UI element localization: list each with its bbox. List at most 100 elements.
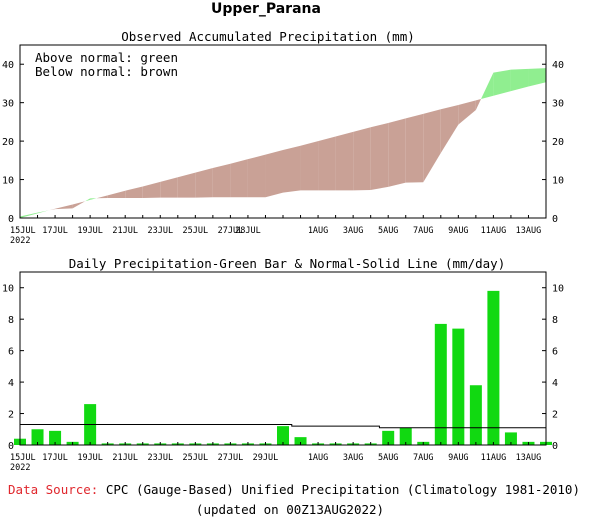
below-normal-area [160,177,178,198]
x-tick-label: 1AUG [308,226,328,236]
below-normal-area [72,201,86,209]
below-normal-area [335,131,354,191]
y-tick-label-right: 40 [552,60,564,71]
y-tick-label-left: 0 [8,441,14,452]
x-tick-label: 25JUL [183,453,209,463]
x-tick-label: 21JUL [112,226,138,236]
below-normal-area [125,186,143,199]
page-title: Upper_Parana [211,1,321,17]
y-tick-label-left: 10 [2,176,14,187]
below-normal-area [370,123,389,190]
y-tick-label-left: 8 [8,315,14,326]
x-tick-label: 1AUG [308,453,328,463]
y-tick-label-right: 0 [552,214,558,225]
daily-year-label: 2022 [10,463,30,473]
x-tick-label: 27JUL [218,453,244,463]
x-tick-label: 9AUG [448,453,468,463]
x-tick-label: 7AUG [413,453,433,463]
y-tick-label-left: 2 [8,410,14,421]
x-tick-label: 17JUL [42,226,68,236]
x-tick-label: 5AUG [378,453,398,463]
y-tick-label-right: 6 [552,347,558,358]
x-tick-label: 15JUL [10,226,36,236]
daily-plot-frame [19,271,547,446]
x-tick-label: 13AUG [516,226,542,236]
above-normal-area [510,68,529,92]
daily-bar [399,427,412,445]
daily-bar [504,432,517,445]
y-tick-label-left: 4 [8,378,14,389]
below-normal-area [265,149,283,198]
x-tick-label: 27JUL [218,226,244,236]
below-normal-area [423,109,441,183]
y-tick-label-left: 40 [2,60,14,71]
x-tick-label: 11AUG [481,453,507,463]
x-tick-label: 3AUG [343,453,363,463]
x-tick-label: 21JUL [112,453,138,463]
accumulated-chart-title: Observed Accumulated Precipitation (mm) [121,29,415,44]
x-tick-label: 5AUG [378,226,398,236]
below-normal-area [195,168,213,198]
below-normal-area [475,99,482,110]
below-normal-area [318,136,336,191]
x-tick-label: 9AUG [448,226,468,236]
above-normal-area [90,198,97,200]
y-tick-label-left: 10 [2,284,14,295]
above-normal-area [85,198,91,202]
daily-bar [487,290,500,445]
x-tick-label: 25JUL [183,226,209,236]
y-tick-label-right: 2 [552,410,558,421]
data-source-line: Data Source: CPC (Gauge-Based) Unified P… [8,482,580,497]
x-tick-label: 19JUL [77,453,103,463]
below-normal-area [440,104,459,154]
below-normal-area [142,181,161,199]
y-tick-label-left: 20 [2,137,14,148]
x-tick-label: 15JUL [10,453,36,463]
y-tick-label-left: 6 [8,347,14,358]
x-tick-label: 13AUG [516,453,542,463]
below-normal-area [405,113,424,183]
daily-bar [294,437,307,445]
below-normal-area [55,204,73,210]
daily-chart-title: Daily Precipitation-Green Bar & Normal-S… [69,256,506,271]
y-tick-label-right: 10 [552,176,564,187]
daily-bar [49,430,62,445]
x-tick-label: 23JUL [147,226,173,236]
below-normal-area [283,145,301,193]
above-normal-area [528,68,546,87]
x-tick-label: 3AUG [343,226,363,236]
daily-bar [277,426,289,445]
below-normal-area [458,100,476,125]
below-normal-area [212,163,231,198]
below-normal-area [177,172,196,198]
y-tick-label-left: 30 [2,99,14,110]
above-normal-note: Above normal: green [35,50,178,65]
daily-bar [382,430,395,445]
above-normal-area [481,72,494,99]
below-normal-note: Below normal: brown [35,64,178,79]
above-normal-area [493,69,511,96]
x-tick-label: 19JUL [77,226,103,236]
below-normal-area [107,190,126,199]
data-source-label: Data Source: [8,482,98,497]
accumulated-year-label: 2022 [10,236,30,246]
x-tick-label: 7AUG [413,226,433,236]
above-normal-area [37,210,50,214]
y-tick-label-right: 8 [552,315,558,326]
y-tick-label-right: 30 [552,99,564,110]
updated-note: (updated on 00Z13AUG2022) [196,502,384,517]
daily-chart: Daily Precipitation-Green Bar & Normal-S… [2,256,564,473]
x-tick-label: 11AUG [481,226,507,236]
x-tick-label: 23JUL [147,453,173,463]
below-normal-area [49,208,56,211]
below-normal-area [300,141,319,191]
above-normal-area [20,212,38,218]
y-tick-label-right: 4 [552,378,558,389]
daily-bar [31,429,44,445]
data-source-text: CPC (Gauge-Based) Unified Precipitation … [106,482,580,497]
y-tick-label-right: 10 [552,284,564,295]
normal-line [20,424,546,429]
footer: Data Source: CPC (Gauge-Based) Unified P… [8,482,580,517]
below-normal-area [230,159,248,198]
